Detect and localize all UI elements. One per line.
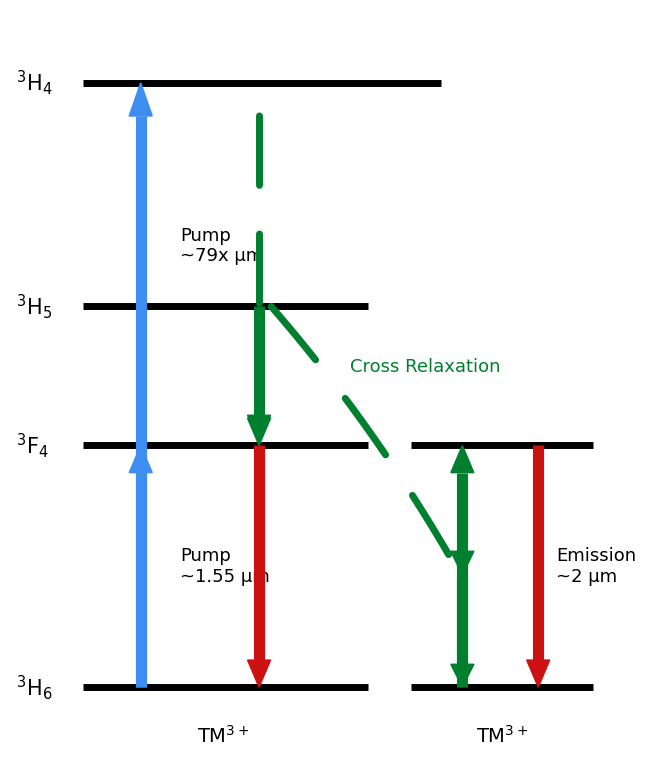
Polygon shape <box>451 665 474 688</box>
Text: Pump
~79x μm: Pump ~79x μm <box>180 226 263 266</box>
Text: TM$^{3+}$: TM$^{3+}$ <box>476 725 528 747</box>
Text: Cross Relaxation: Cross Relaxation <box>350 358 500 376</box>
Polygon shape <box>248 660 270 688</box>
Text: Pump
~1.55 μm: Pump ~1.55 μm <box>180 547 270 586</box>
Text: $^3$F$_4$: $^3$F$_4$ <box>16 431 49 460</box>
Polygon shape <box>129 446 152 473</box>
Text: TM$^{3+}$: TM$^{3+}$ <box>196 725 249 747</box>
Polygon shape <box>526 660 550 688</box>
Text: $^3$H$_6$: $^3$H$_6$ <box>16 673 53 701</box>
Polygon shape <box>129 82 152 116</box>
Text: $^3$H$_5$: $^3$H$_5$ <box>16 292 53 321</box>
Polygon shape <box>248 415 270 443</box>
Polygon shape <box>451 551 474 575</box>
Text: Emission
~2 μm: Emission ~2 μm <box>556 547 636 586</box>
Polygon shape <box>248 418 270 446</box>
Text: $^3$H$_4$: $^3$H$_4$ <box>16 69 53 97</box>
Polygon shape <box>451 446 474 473</box>
